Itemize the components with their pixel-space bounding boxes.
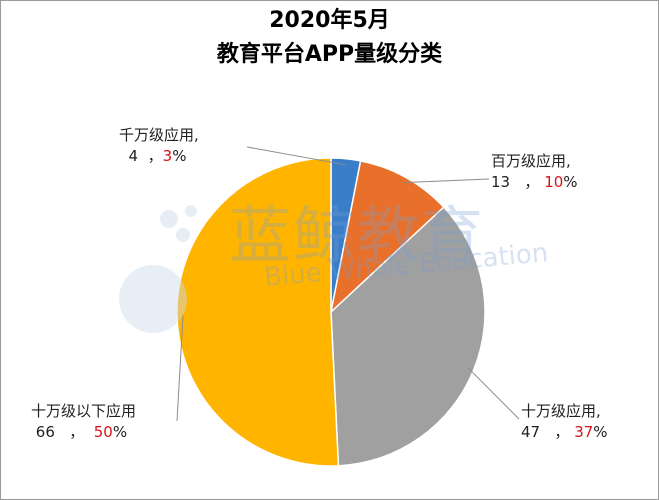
chart-title: 2020年5月 [269, 8, 390, 33]
leader-line-shiwan-below [176, 315, 184, 422]
label-baiwan: 百万级应用, 13 ， 10% [491, 152, 578, 191]
label-shiwan: 十万级应用, 47 ， 37% [521, 402, 608, 441]
chart-subtitle: 教育平台APP量级分类 [216, 42, 443, 67]
leader-line-qianwan [246, 146, 346, 166]
label-qianwan: 千万级应用, 4 ，3% [119, 126, 199, 165]
pie-slice-shiwan-below [176, 157, 340, 467]
leader-line-shiwan [467, 367, 520, 420]
pie-slice-shiwan [330, 206, 486, 467]
pie-slice-baiwan [329, 159, 445, 315]
leader-line-baiwan [402, 178, 490, 184]
label-shiwan-below: 十万级以下应用 66 ， 50% [31, 402, 137, 441]
